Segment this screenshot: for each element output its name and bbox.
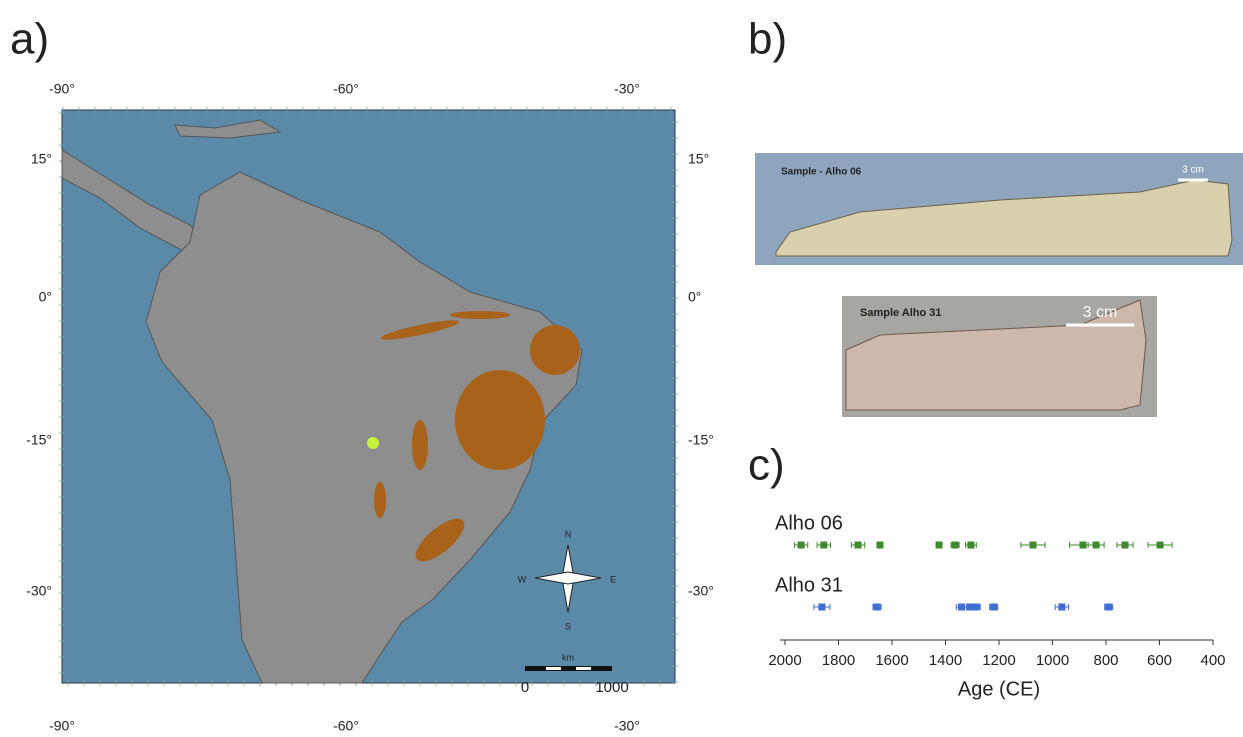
point (973, 604, 980, 611)
map-tick-label: 15° (688, 151, 709, 167)
map-tick-label: -60° (333, 81, 359, 97)
point (967, 542, 974, 549)
map-tick-label: -90° (49, 81, 75, 97)
point (1105, 604, 1112, 611)
series-label: Alho 06 (775, 512, 843, 534)
point (1058, 604, 1065, 611)
panel-label: b) (748, 15, 787, 64)
x-tick-label: 2000 (768, 652, 801, 669)
x-tick-label: 1400 (929, 652, 962, 669)
map-tick-label: 0° (688, 289, 701, 305)
point (952, 542, 959, 549)
scale-bar (576, 667, 591, 670)
scale-label: 0 (521, 679, 529, 696)
map-tick-label: -30° (614, 718, 640, 734)
x-tick-label: 1000 (1036, 652, 1069, 669)
figure: a) N E S W km 0 1000 b) Sample - Alho 06… (0, 0, 1243, 737)
x-tick-label: 1600 (875, 652, 908, 669)
panel-label: a) (10, 15, 49, 64)
map-tick-label: -15° (26, 432, 52, 448)
scale-unit: km (562, 652, 574, 662)
x-tick-label: 1200 (982, 652, 1015, 669)
scale-label: 1000 (595, 679, 628, 696)
point (874, 604, 881, 611)
map-tick-label: -30° (26, 583, 52, 599)
x-tick-label: 600 (1147, 652, 1172, 669)
point (990, 604, 997, 611)
x-tick-label: 1800 (822, 652, 855, 669)
photo-scale: 3 cm (1182, 165, 1204, 176)
point (876, 542, 883, 549)
site-marker (367, 437, 379, 449)
photo-scale: 3 cm (1083, 304, 1118, 321)
point (855, 542, 862, 549)
panel-label: c) (748, 441, 785, 490)
point (1157, 542, 1164, 549)
photo-label: Sample Alho 31 (860, 307, 942, 319)
map-tick-label: -30° (614, 81, 640, 97)
scale-bar (525, 666, 612, 671)
x-axis-title: Age (CE) (958, 678, 1040, 700)
point (818, 604, 825, 611)
map-tick-label: 0° (39, 289, 52, 305)
point (798, 542, 805, 549)
map-tick-label: 15° (31, 151, 52, 167)
map-tick-label: -90° (49, 718, 75, 734)
compass-label: N (565, 529, 572, 539)
map-tick-label: -15° (688, 432, 714, 448)
compass-label: S (565, 621, 571, 631)
compass-label: W (518, 574, 527, 584)
photo-label: Sample - Alho 06 (781, 167, 862, 178)
point (820, 542, 827, 549)
point (1029, 542, 1036, 549)
point (1093, 542, 1100, 549)
point (1079, 542, 1086, 549)
point (1121, 542, 1128, 549)
x-tick-label: 800 (1093, 652, 1118, 669)
map-tick-label: -30° (688, 583, 714, 599)
point (936, 542, 943, 549)
x-tick-label: 400 (1200, 652, 1225, 669)
compass-label: E (610, 574, 616, 584)
series-label: Alho 31 (775, 574, 843, 596)
map-tick-label: -60° (333, 718, 359, 734)
scale-bar (546, 667, 561, 670)
